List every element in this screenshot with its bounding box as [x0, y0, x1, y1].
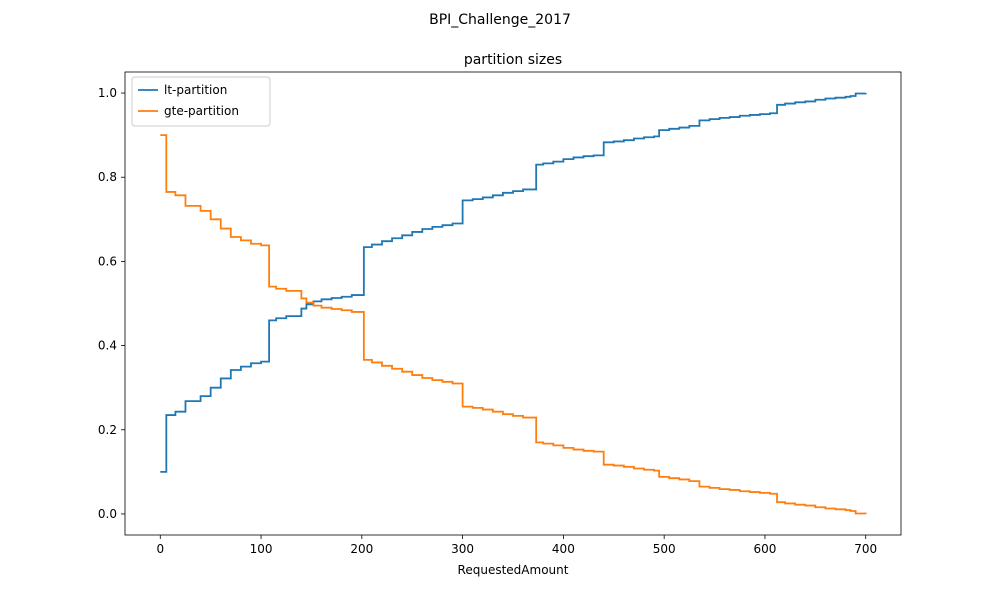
x-tick-label: 300	[451, 542, 474, 556]
chart-title: partition sizes	[464, 52, 562, 68]
x-tick-label: 500	[653, 542, 676, 556]
x-tick-label: 400	[552, 542, 575, 556]
plot-area: 0 100 200 300 400 500 600 700 0.0 0.2 0.4 0.6 0.8 1.…	[98, 71, 902, 556]
y-tick-label: 0.0	[98, 507, 117, 521]
legend-label-lt-partition: lt-partition	[164, 83, 227, 97]
series-layer	[160, 92, 867, 515]
series-line-gte-partition	[160, 134, 867, 515]
y-tick-label: 0.6	[98, 254, 117, 268]
legend-label-gte-partition: gte-partition	[164, 104, 239, 118]
x-tick-label: 600	[753, 542, 776, 556]
series-line-lt-partition	[160, 92, 867, 473]
x-axis: 0 100 200 300 400 500 600 700	[156, 535, 877, 556]
y-tick-label: 0.8	[98, 170, 117, 184]
x-tick-label: 0	[156, 542, 164, 556]
y-axis: 0.0 0.2 0.4 0.6 0.8 1.0	[98, 86, 125, 521]
x-tick-label: 200	[350, 542, 373, 556]
x-axis-label: RequestedAmount	[458, 563, 569, 577]
y-tick-label: 0.2	[98, 423, 117, 437]
legend: lt-partition gte-partition	[131, 76, 271, 127]
y-tick-label: 1.0	[98, 86, 117, 100]
axes-frame	[124, 71, 902, 536]
y-tick-label: 0.4	[98, 339, 117, 353]
figure-suptitle: BPI_Challenge_2017	[429, 12, 571, 28]
x-tick-label: 100	[250, 542, 273, 556]
x-tick-label: 700	[854, 542, 877, 556]
legend-frame	[131, 76, 271, 127]
